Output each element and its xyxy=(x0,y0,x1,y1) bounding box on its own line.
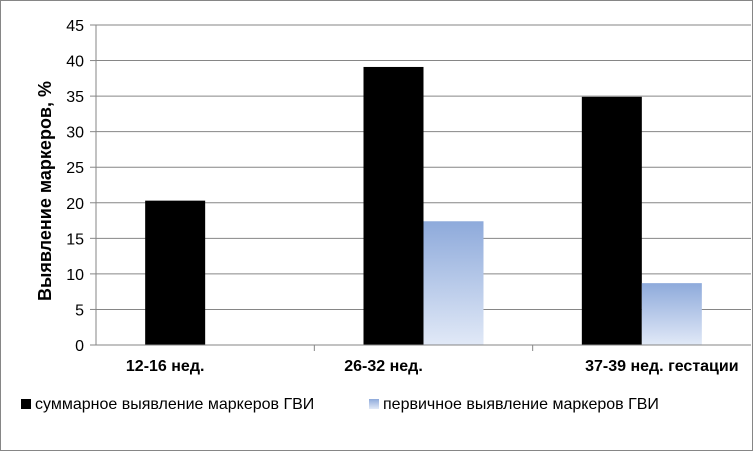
legend-label: первичное выявление маркеров ГВИ xyxy=(383,396,659,413)
y-tick-label: 45 xyxy=(66,18,84,35)
legend-swatch xyxy=(369,399,379,409)
legend-item-primary: первичное выявление маркеров ГВИ xyxy=(369,396,659,413)
y-tick-label: 40 xyxy=(66,54,84,71)
legend-item-total: суммарное выявление маркеров ГВИ xyxy=(21,396,314,413)
y-tick-label: 35 xyxy=(66,89,84,106)
legend-label: суммарное выявление маркеров ГВИ xyxy=(35,396,314,413)
bar-primary xyxy=(641,283,702,345)
y-tick-label: 0 xyxy=(75,338,84,355)
y-tick-label: 25 xyxy=(66,160,84,177)
x-tick-label: 12-16 нед. xyxy=(126,358,205,375)
bar-total xyxy=(363,66,424,345)
bar-total xyxy=(581,96,642,345)
y-tick-label: 30 xyxy=(66,125,84,142)
bar-primary xyxy=(423,221,484,345)
legend-swatch xyxy=(21,399,31,409)
y-tick-label: 5 xyxy=(75,302,84,319)
y-tick-label: 10 xyxy=(66,267,84,284)
y-axis-title: Выявление маркеров, % xyxy=(35,81,55,301)
y-tick-label: 15 xyxy=(66,231,84,248)
x-tick-label: 37-39 нед. гестации xyxy=(585,358,738,375)
x-tick-label: 26-32 нед. xyxy=(344,358,423,375)
bar-total xyxy=(145,200,206,345)
y-tick-label: 20 xyxy=(66,196,84,213)
